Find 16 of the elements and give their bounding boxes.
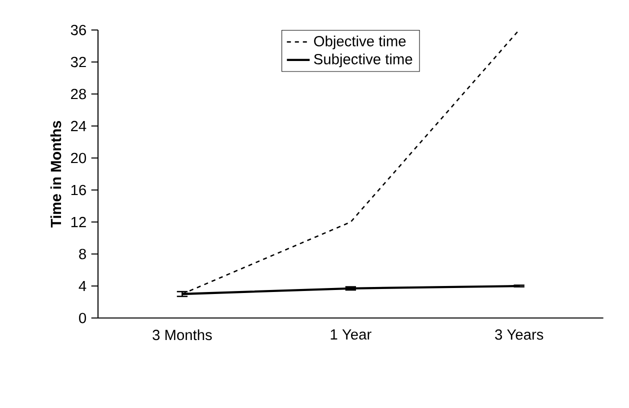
- y-tick-label: 24: [71, 120, 86, 132]
- y-tick-label: 8: [79, 248, 86, 260]
- y-tick-label: 16: [71, 184, 86, 196]
- legend-label: Subjective time: [314, 54, 412, 68]
- x-tick-label: 1 Year: [330, 329, 372, 340]
- y-tick-label: 32: [70, 56, 86, 68]
- y-tick-label: 28: [71, 88, 86, 100]
- y-axis-title: Time in Months: [50, 120, 62, 228]
- y-tick-label: 4: [78, 280, 86, 292]
- y-tick-label: 20: [71, 152, 86, 164]
- y-tick-label: 36: [70, 24, 86, 36]
- x-tick-label: 3 Years: [495, 329, 544, 340]
- x-tick-label: 3 Months: [152, 329, 212, 340]
- y-tick-label: 0: [79, 312, 86, 324]
- y-tick-label: 12: [71, 216, 86, 228]
- legend-label: Objective time: [314, 36, 406, 50]
